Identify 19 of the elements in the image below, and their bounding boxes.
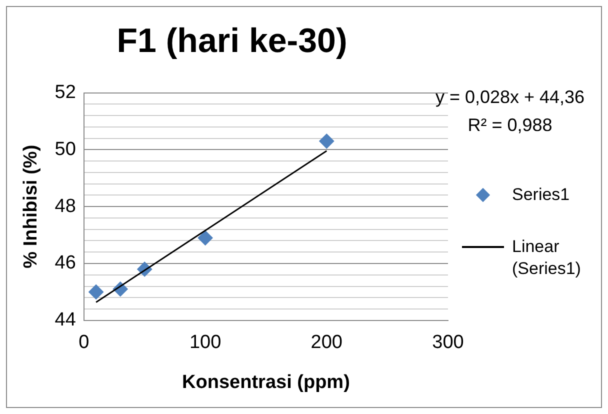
legend-label: Linear (Series1) — [512, 236, 582, 280]
y-tick-label: 46 — [54, 252, 76, 274]
y-tick-label: 44 — [54, 310, 76, 331]
y-tick-label: 48 — [54, 196, 76, 217]
text: R² = 0,988 — [468, 114, 552, 135]
point — [88, 284, 104, 300]
chart-title: F1 (hari ke-30) — [116, 22, 348, 60]
y-tick-label: 50 — [54, 138, 76, 160]
point — [198, 230, 213, 246]
point — [319, 134, 334, 149]
y-axis-title: % Inhibisi (%) — [20, 144, 42, 268]
annotation: y = 0,028x + 44,36 — [435, 86, 585, 107]
x-tick-label: 200 — [310, 332, 342, 354]
x-tick-label: 0 — [78, 332, 90, 354]
x-axis-title: Konsentrasi (ppm) — [182, 372, 350, 393]
x-tick-label: 300 — [432, 332, 464, 354]
legend-label: Series1 — [512, 184, 571, 206]
x-tick-label: 100 — [189, 332, 222, 354]
y-tick-label: 52 — [54, 82, 76, 104]
